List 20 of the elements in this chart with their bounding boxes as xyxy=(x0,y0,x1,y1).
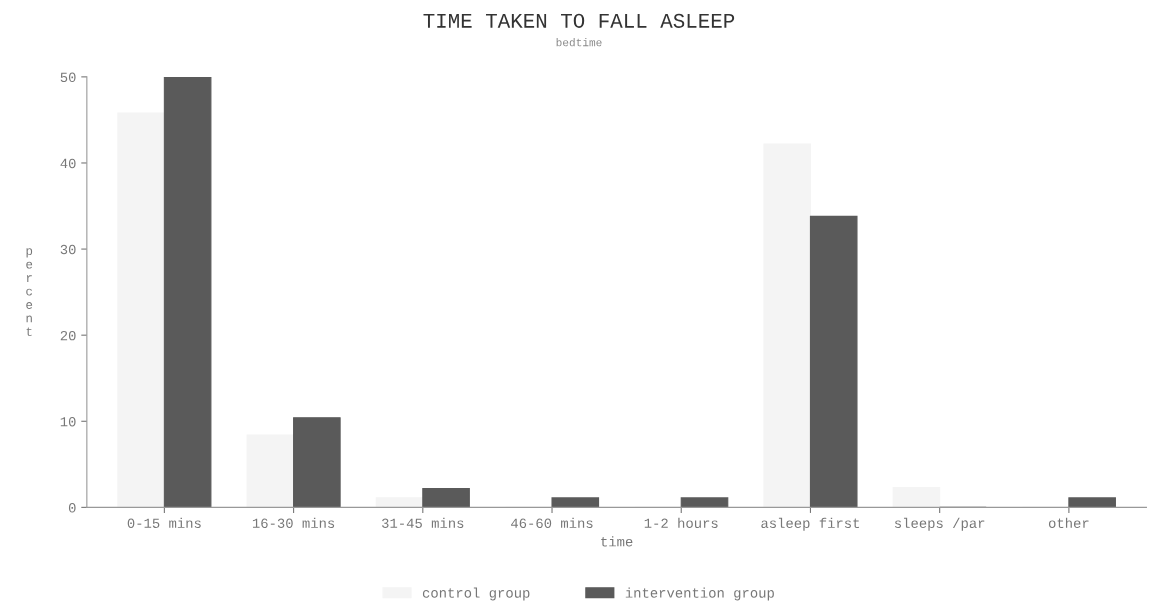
x-tick-label: 31-45 mins xyxy=(382,517,464,528)
x-tick-label: 1-2 hours xyxy=(644,517,718,528)
x-tick-label: asleep first xyxy=(761,517,860,531)
x-tick-label: sleeps /par xyxy=(894,517,985,531)
legend-label: control group xyxy=(422,587,530,601)
y-axis-title: percent xyxy=(26,248,33,336)
y-tick-label: 40 xyxy=(60,158,76,169)
x-tick-label: other xyxy=(1048,517,1089,528)
x-tick-label: 0-15 mins xyxy=(127,517,201,528)
x-tick-label: 46-60 mins xyxy=(511,517,593,528)
y-tick-label: 20 xyxy=(60,330,76,341)
y-tick-label: 30 xyxy=(60,244,76,255)
y-tick-label: 50 xyxy=(60,72,76,83)
y-tick-label: 10 xyxy=(60,417,76,427)
chart-subtitle: bedtime xyxy=(556,38,602,47)
legend-label: intervention group xyxy=(625,587,774,601)
x-axis-title: time xyxy=(601,536,633,547)
y-tick-label: 0 xyxy=(68,503,76,513)
chart-title: TIME TAKEN TO FALL ASLEEP xyxy=(423,13,735,28)
x-tick-label: 16-30 mins xyxy=(252,517,335,528)
